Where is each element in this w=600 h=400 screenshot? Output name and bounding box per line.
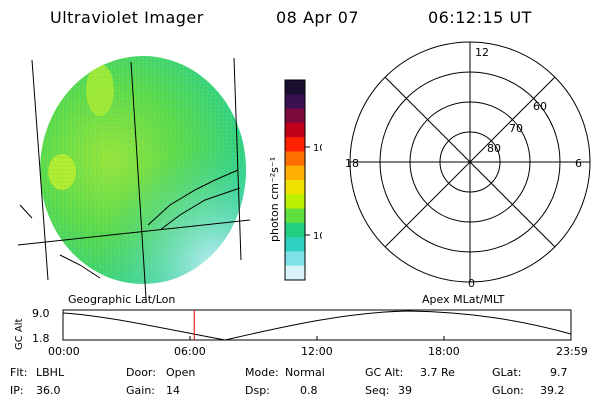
gain-label: Gain: (126, 384, 155, 397)
color-scale-band (285, 108, 305, 124)
altitude-timeline: GC Alt 9.0 1.8 (14, 307, 572, 350)
flt-label: Flt: (10, 366, 28, 379)
mode-label: Mode: (245, 366, 279, 379)
lat-label-70: 70 (509, 122, 523, 135)
flt-value: LBHL (36, 366, 65, 379)
dsp-label: Dsp: (245, 384, 270, 397)
ip-value: 36.0 (36, 384, 61, 397)
timeline-y-label: GC Alt (14, 318, 25, 350)
gcalt-value: 3.7 Re (420, 366, 455, 379)
timeline-ytick-bottom: 1.8 (32, 332, 50, 345)
mode-value: Normal (285, 366, 325, 379)
earth-disc (40, 56, 246, 284)
timeline-xtick-3: 18:00 (428, 345, 460, 358)
color-scale-band (285, 151, 305, 167)
timeline-xtick-0: 00:00 (48, 345, 80, 358)
timeline-ticks (189, 336, 445, 340)
door-label: Door: (126, 366, 156, 379)
color-scale-band (285, 222, 305, 238)
timeline-frame (62, 309, 572, 341)
color-scale-band (285, 194, 305, 210)
glat-label: GLat: (492, 366, 522, 379)
ip-label: IP: (10, 384, 24, 397)
colorbar-label: photon cm⁻²s⁻¹ (268, 157, 281, 242)
color-scale-band (285, 137, 305, 152)
observation-date: 08 Apr 07 (276, 8, 360, 27)
lat-lon-grid (17, 57, 251, 299)
color-scale: 100 10 photon cm⁻²s⁻¹ (268, 79, 322, 281)
color-scale-band (285, 237, 305, 252)
glon-value: 39.2 (540, 384, 565, 397)
color-scale-band (285, 265, 305, 281)
colorbar-tick-100: 100 (313, 143, 322, 154)
altitude-curve (62, 310, 572, 341)
timeline-ytick-top: 9.0 (32, 307, 50, 320)
dsp-value: 0.8 (300, 384, 318, 397)
lat-label-80: 80 (487, 142, 501, 155)
instrument-title: Ultraviolet Imager (50, 8, 204, 27)
uv-image-panel (17, 56, 251, 299)
color-scale-band (285, 251, 305, 267)
colorbar-tick-10: 10 (313, 231, 322, 242)
timeline-xtick-2: 12:00 (301, 345, 333, 358)
lat-label-60: 60 (533, 100, 547, 113)
mlt-label-12: 12 (475, 46, 489, 59)
timeline-xtick-4: 23:59 (556, 345, 588, 358)
glat-value: 9.7 (550, 366, 568, 379)
glon-label: GLon: (492, 384, 524, 397)
apex-caption: Apex MLat/MLT (422, 293, 505, 306)
timeline-xtick-1: 06:00 (174, 345, 206, 358)
color-scale-band (285, 94, 305, 110)
color-scale-band (285, 80, 305, 95)
color-scale-band (285, 208, 305, 224)
color-scale-band (285, 122, 305, 138)
color-scale-band (285, 165, 305, 181)
mlt-label-0: 0 (468, 277, 475, 290)
mlt-label-6: 6 (575, 157, 582, 170)
seq-value: 39 (398, 384, 412, 397)
color-scale-band (285, 180, 305, 195)
observation-time: 06:12:15 UT (428, 8, 532, 27)
door-value: Open (166, 366, 196, 379)
geo-caption: Geographic Lat/Lon (68, 293, 176, 306)
color-scale-bar (285, 80, 305, 281)
gcalt-label: GC Alt: (365, 366, 404, 379)
polar-mlt-plot: 12 0 18 6 60 70 80 (345, 41, 591, 290)
gain-value: 14 (166, 384, 180, 397)
mlt-label-18: 18 (345, 157, 359, 170)
seq-label: Seq: (365, 384, 390, 397)
